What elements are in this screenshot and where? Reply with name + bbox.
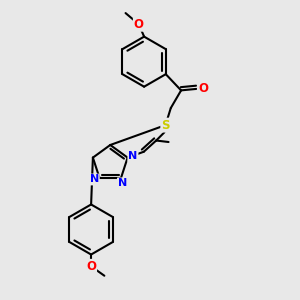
Text: N: N <box>90 175 99 184</box>
Text: O: O <box>134 18 144 31</box>
Text: O: O <box>198 82 208 95</box>
Text: N: N <box>118 178 127 188</box>
Text: S: S <box>161 118 170 132</box>
Text: N: N <box>128 151 137 161</box>
Text: O: O <box>86 260 96 273</box>
